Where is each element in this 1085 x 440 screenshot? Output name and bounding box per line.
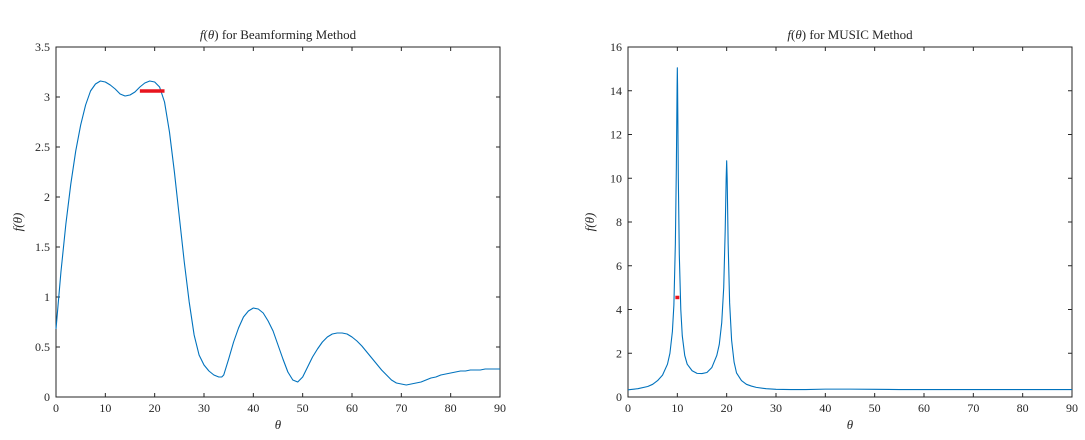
music-x-tick-label: 70 [967,401,979,415]
beamforming-y-tick-label: 1.5 [35,240,50,254]
beamforming-x-tick-label: 10 [99,401,111,415]
beamforming-y-tick-label: 2 [44,190,50,204]
music-x-tick-label: 0 [625,401,631,415]
beamforming-y-tick-label: 0 [44,390,50,404]
music-title-fn: f [787,27,793,42]
beamforming-axes-box [55,46,501,398]
music-plot-title: f(θ) for MUSIC Method [787,27,913,42]
beamforming-x-tick-label: 40 [247,401,259,415]
music-y-tick-label: 6 [616,259,622,273]
beamforming-y-axis-label: f(θ) [10,213,25,232]
beamforming-x-tick-label: 60 [346,401,358,415]
music-plot-panel: 0 10 20 30 40 50 60 70 80 90 0 2 4 6 8 10 12 14 16 f(θ) for… [582,27,1078,432]
music-y-axis-label: f(θ) [582,213,597,232]
music-x-tick-label: 30 [770,401,782,415]
beamforming-y-tick-label: 2.5 [35,140,50,154]
music-y-tick-label: 8 [616,215,622,229]
music-x-tick-label: 90 [1066,401,1078,415]
music-y-tick-label: 14 [610,84,622,98]
beamforming-x-tick-label: 70 [395,401,407,415]
music-y-tick-label: 0 [616,390,622,404]
music-y-tick-label: 10 [610,171,622,185]
beamforming-x-tick-label: 80 [445,401,457,415]
beamforming-x-tick-label: 90 [494,401,506,415]
music-x-tick-label: 10 [671,401,683,415]
music-x-tick-label: 50 [869,401,881,415]
music-y-tick-label: 2 [616,346,622,360]
music-x-tick-label: 40 [819,401,831,415]
beamforming-x-tick-label: 50 [297,401,309,415]
music-y-tick-label: 12 [610,128,622,142]
beamforming-y-tick-label: 3.5 [35,40,50,54]
beamforming-plot-panel: 0 10 20 30 40 50 60 70 80 90 0 0.5 1 1.5 2 2.5 3 3.5 f(θ) … [10,27,506,432]
music-title-suffix: for MUSIC Method [806,27,913,42]
beamforming-x-tick-label: 20 [149,401,161,415]
music-x-tick-label: 80 [1017,401,1029,415]
beamforming-plot-title: f(θ) for Beamforming Method [200,27,357,42]
beamforming-y-tick-label: 0.5 [35,340,50,354]
beamforming-title-suffix: for Beamforming Method [219,27,357,42]
beamforming-y-tick-label: 3 [44,90,50,104]
beamforming-x-tick-label: 0 [53,401,59,415]
music-x-axis-label: θ [847,417,854,432]
music-x-tick-label: 60 [918,401,930,415]
beamforming-title-fn: f [200,27,206,42]
beamforming-title-var: θ [208,27,215,42]
music-y-tick-label: 16 [610,40,622,54]
beamforming-series-line [55,80,500,386]
beamforming-x-axis-label: θ [275,417,282,432]
music-series-line [627,67,1072,391]
music-x-tick-label: 20 [721,401,733,415]
music-title-var: θ [795,27,802,42]
beamforming-y-tick-label: 1 [44,290,50,304]
music-y-tick-label: 4 [616,303,622,317]
beamforming-x-tick-label: 30 [198,401,210,415]
